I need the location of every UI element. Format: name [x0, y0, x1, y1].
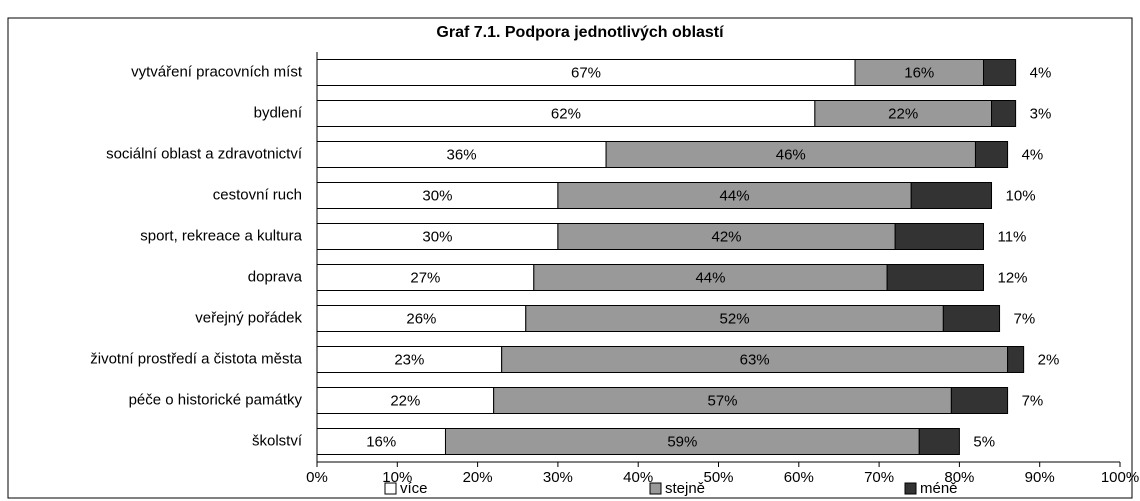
data-label: 4%	[1022, 146, 1044, 163]
bar-segment	[886, 264, 984, 291]
bar-segment	[854, 59, 984, 86]
bar-segment	[316, 59, 856, 86]
bar-segment	[918, 428, 960, 455]
x-tick-label: 50%	[703, 469, 733, 486]
bar-segment	[605, 141, 976, 168]
x-tick-label: 100%	[1101, 469, 1139, 486]
x-tick-label: 30%	[543, 469, 573, 486]
data-label: 57%	[707, 392, 737, 409]
y-tick-label: vytváření pracovních míst	[131, 63, 303, 80]
y-tick-label: životní prostředí a čistota města	[90, 350, 302, 367]
x-tick-label: 60%	[784, 469, 814, 486]
bar-segment	[316, 305, 527, 332]
data-label: 11%	[997, 228, 1026, 245]
data-label: 44%	[720, 187, 750, 204]
bar-segment	[316, 100, 816, 127]
data-label: 26%	[406, 310, 436, 327]
chart-frame	[7, 17, 1133, 499]
data-label: 5%	[973, 433, 995, 450]
data-label: 46%	[776, 146, 806, 163]
bar-segment	[982, 59, 1017, 86]
x-tick-label: 10%	[382, 469, 412, 486]
y-tick-label: sociální oblast a zdravotnictví	[106, 145, 303, 162]
data-label: 2%	[1038, 351, 1060, 368]
data-label: 16%	[904, 64, 934, 81]
data-label: 30%	[422, 228, 452, 245]
data-label: 23%	[394, 351, 424, 368]
data-label: 44%	[695, 269, 725, 286]
bar-segment	[493, 387, 952, 414]
y-tick-label: veřejný pořádek	[195, 309, 302, 326]
x-tick-label: 0%	[306, 469, 328, 486]
bar-segment	[525, 305, 944, 332]
data-label: 67%	[571, 64, 601, 81]
legend-swatch	[649, 482, 662, 495]
bar-segment	[910, 182, 993, 209]
data-label: 10%	[1006, 187, 1036, 204]
data-label: 7%	[1022, 392, 1044, 409]
x-tick-label: 90%	[1025, 469, 1055, 486]
bar-segment	[557, 182, 912, 209]
x-tick-label: 20%	[463, 469, 493, 486]
y-tick-label: cestovní ruch	[213, 186, 302, 203]
bar-segment	[557, 223, 896, 250]
data-label: 7%	[1014, 310, 1036, 327]
y-tick-label: péče o historické památky	[129, 391, 303, 408]
data-label: 16%	[366, 433, 396, 450]
data-label: 63%	[740, 351, 770, 368]
data-label: 4%	[1030, 64, 1052, 81]
bar-segment	[1007, 346, 1025, 373]
bar-segment	[316, 428, 446, 455]
legend-swatch	[384, 482, 397, 495]
y-tick-label: bydlení	[254, 104, 303, 121]
y-tick-label: školství	[252, 432, 303, 449]
y-tick-label: sport, rekreace a kultura	[140, 227, 302, 244]
x-tick-label: 40%	[623, 469, 653, 486]
bar-segment	[950, 387, 1009, 414]
bar-segment	[894, 223, 984, 250]
data-label: 59%	[667, 433, 697, 450]
bar-segment	[942, 305, 1001, 332]
y-tick-label: doprava	[248, 268, 303, 285]
bar-segment	[991, 100, 1017, 127]
data-label: 22%	[888, 105, 918, 122]
data-label: 3%	[1030, 105, 1052, 122]
data-label: 52%	[720, 310, 750, 327]
legend-swatch	[904, 482, 917, 495]
data-label: 27%	[410, 269, 440, 286]
legend-label: méně	[920, 480, 958, 497]
bar-segment	[316, 141, 607, 168]
chart-title: Graf 7.1. Podpora jednotlivých oblastí	[436, 24, 724, 41]
bar-segment	[974, 141, 1009, 168]
x-tick-label: 80%	[944, 469, 974, 486]
bar-segment	[444, 428, 920, 455]
bar-segment	[501, 346, 1009, 373]
legend-label: více	[400, 480, 428, 497]
data-label: 22%	[390, 392, 420, 409]
bar-segment	[533, 264, 888, 291]
data-label: 12%	[997, 269, 1027, 286]
data-label: 62%	[551, 105, 581, 122]
bar-segment	[316, 182, 559, 209]
data-label: 42%	[712, 228, 742, 245]
x-tick-label: 70%	[864, 469, 894, 486]
legend-label: stejně	[665, 480, 705, 497]
data-label: 30%	[422, 187, 452, 204]
data-label: 36%	[447, 146, 477, 163]
